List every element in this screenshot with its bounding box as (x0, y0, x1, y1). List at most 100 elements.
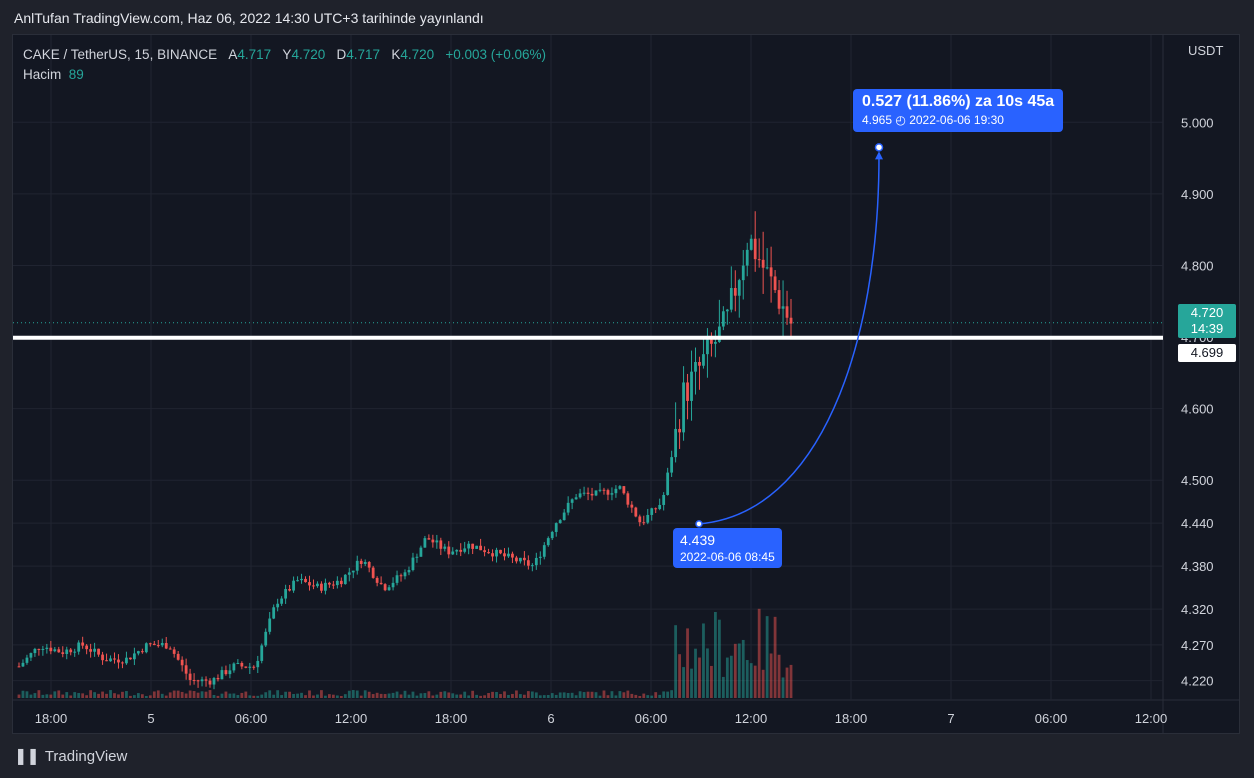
volume-bar (184, 693, 188, 698)
tradingview-logo[interactable]: ❚❚ TradingView (14, 746, 127, 766)
currency-label[interactable]: USDT (1188, 43, 1224, 58)
bar-countdown: 14:39 (1190, 321, 1224, 336)
volume-bar (216, 695, 220, 698)
candle-body (351, 570, 355, 573)
candle-body (367, 561, 371, 568)
volume-bar (570, 692, 574, 698)
volume-bar (714, 611, 717, 698)
candle-body (244, 666, 248, 668)
projection-curve (698, 155, 880, 525)
origin-price: 4.439 (680, 532, 716, 548)
y-tick-label: 4.900 (1181, 187, 1214, 202)
volume-bar (41, 694, 45, 698)
candlestick-chart[interactable]: 4.2204.2704.3204.3804.4404.5004.6004.700… (13, 35, 1240, 734)
candle-body (574, 497, 578, 500)
candle-body (662, 494, 666, 505)
candle-body (133, 653, 136, 660)
candle-body (97, 648, 100, 655)
candle-body (487, 552, 490, 554)
candle-body (614, 488, 618, 494)
projection-arrowhead (875, 151, 883, 160)
candle-body (407, 570, 411, 573)
candle-body (188, 673, 192, 680)
volume-bar (789, 664, 793, 698)
candle-body (435, 540, 439, 543)
candle-body (109, 658, 112, 662)
volume-bar (530, 691, 534, 698)
candle-body (618, 486, 622, 489)
y-tick-label: 4.800 (1181, 258, 1214, 273)
candle-body (25, 657, 29, 663)
volume-bar (431, 695, 435, 698)
volume-bar (69, 695, 73, 698)
volume-bar (427, 691, 431, 698)
projection-change: 0.527 (11.86%) za 10s 45a (862, 93, 1055, 110)
candle-body (379, 582, 383, 585)
candle-body (686, 382, 689, 401)
candle-body (41, 648, 45, 650)
volume-bar (562, 692, 566, 698)
volume-bar (268, 690, 272, 698)
volume-value: 89 (68, 67, 84, 82)
candle-body (395, 575, 399, 583)
candle-body (733, 288, 737, 296)
volume-bar (415, 695, 419, 698)
volume-bar (331, 694, 335, 698)
volume-bar (272, 694, 276, 698)
origin-callout[interactable]: 4.439 2022-06-06 08:45 (673, 528, 782, 568)
volume-bar (451, 693, 455, 698)
candle-body (355, 560, 359, 571)
volume-bar (260, 694, 264, 698)
candle-body (698, 361, 701, 366)
volume-bar (507, 694, 510, 698)
volume-bar (670, 690, 674, 698)
candle-body (375, 577, 379, 583)
candle-body (682, 382, 685, 433)
candle-body (455, 549, 459, 552)
candle-body (777, 290, 781, 309)
volume-bar (81, 693, 85, 698)
volume-bar (757, 608, 761, 698)
volume-bar (85, 695, 89, 698)
candle-body (578, 493, 582, 498)
candle-body (129, 657, 132, 660)
y-tick-label: 4.600 (1181, 402, 1214, 417)
volume-bar (594, 692, 598, 698)
symbol-label[interactable]: CAKE / TetherUS, 15, BINANCE (23, 47, 218, 62)
candle-body (391, 582, 395, 588)
candle-body (184, 665, 188, 674)
candle-body (729, 288, 733, 310)
volume-bar (355, 690, 359, 698)
projection-callout[interactable]: 0.527 (11.86%) za 10s 45a 4.965 ◴ 2022-0… (853, 89, 1064, 132)
volume-bar (582, 692, 586, 698)
volume-bar (371, 694, 375, 698)
volume-bar (682, 667, 685, 698)
x-tick-label: 12:00 (335, 711, 368, 726)
volume-bar (156, 690, 160, 698)
volume-bar (359, 695, 363, 698)
volume-bar (618, 691, 622, 698)
candle-body (511, 553, 514, 558)
candle-body (331, 584, 335, 586)
candle-body (77, 642, 81, 652)
candle-body (339, 580, 343, 585)
volume-bar (17, 694, 21, 698)
chart-area[interactable]: 4.2204.2704.3204.3804.4404.5004.6004.700… (12, 34, 1240, 734)
volume-bar (121, 691, 124, 698)
projection-date: 2022-06-06 19:30 (909, 113, 1004, 127)
candle-body (284, 589, 288, 599)
candle-body (594, 490, 598, 496)
volume-bar (335, 695, 339, 698)
candle-body (702, 354, 705, 366)
x-tick-label: 18:00 (835, 711, 868, 726)
candle-body (534, 557, 538, 566)
volume-bar (586, 691, 590, 698)
candle-body (224, 670, 228, 675)
volume-bar (375, 692, 379, 698)
candle-body (737, 280, 741, 296)
volume-bar (550, 693, 554, 698)
candle-body (320, 583, 323, 591)
volume-bar (49, 694, 53, 698)
candle-body (745, 249, 749, 266)
volume-bar (280, 695, 284, 698)
